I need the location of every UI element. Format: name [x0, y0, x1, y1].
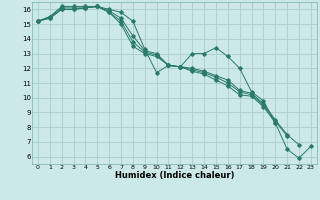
X-axis label: Humidex (Indice chaleur): Humidex (Indice chaleur) [115, 171, 234, 180]
